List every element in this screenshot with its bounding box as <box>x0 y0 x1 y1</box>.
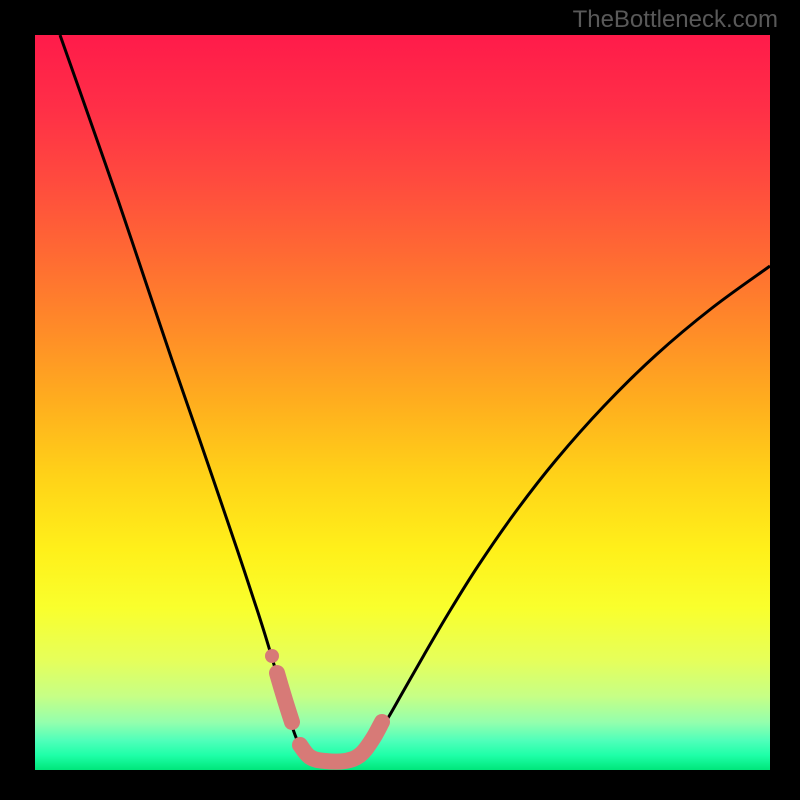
curve-left-branch <box>60 35 318 762</box>
accent-segment-0 <box>277 673 292 722</box>
watermark-text: TheBottleneck.com <box>573 6 778 34</box>
accent-dot <box>265 649 279 663</box>
curve-right-branch <box>350 266 770 762</box>
chart-stage: TheBottleneck.com <box>0 0 800 800</box>
plot-frame <box>35 35 770 770</box>
accent-segment-1 <box>300 722 382 762</box>
curve-layer <box>35 35 770 770</box>
